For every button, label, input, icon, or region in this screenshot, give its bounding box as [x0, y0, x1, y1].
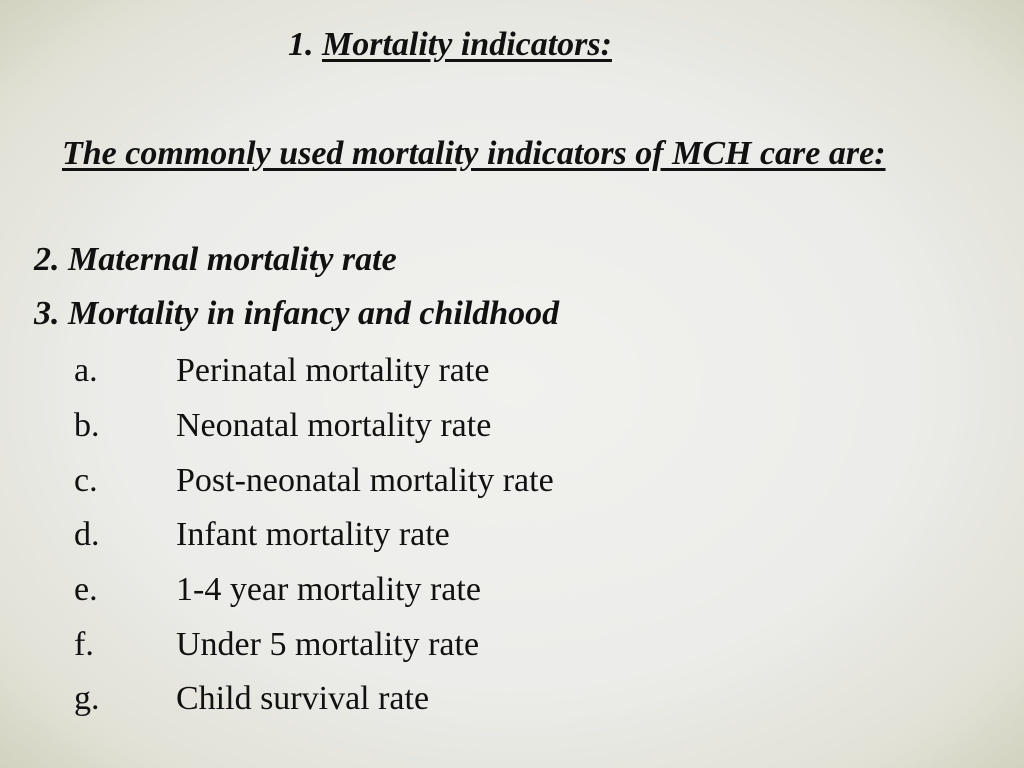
list-item-letter: f. [74, 625, 94, 663]
list-item-text: Infant mortality rate [176, 516, 450, 554]
list-item-letter: e. [74, 571, 98, 609]
title-number: 1. [288, 26, 314, 63]
list-item: f. Under 5 mortality rate [74, 617, 554, 672]
list-item: b. Neonatal mortality rate [74, 399, 554, 454]
list-item-letter: g. [74, 680, 100, 718]
list-item-letter: d. [74, 516, 100, 554]
numbered-item-maternal: 2. Maternal mortality rate [34, 241, 397, 279]
numbered-item-text: Mortality in infancy and childhood [68, 295, 560, 332]
slide-title: 1. Mortality indicators: [288, 26, 612, 64]
numbered-item-text: Maternal mortality rate [68, 241, 397, 278]
list-item-letter: c. [74, 461, 98, 499]
numbered-item-number: 2. [34, 241, 60, 278]
title-text: Mortality indicators: [322, 26, 612, 63]
sub-item-list: a. Perinatal mortality rate b. Neonatal … [74, 344, 554, 727]
list-item-text: Post-neonatal mortality rate [176, 461, 554, 499]
intro-text: The commonly used mortality indicators o… [62, 135, 886, 172]
list-item-text: Neonatal mortality rate [176, 407, 492, 445]
numbered-item-number: 3. [34, 295, 60, 332]
list-item: e. 1-4 year mortality rate [74, 563, 554, 618]
list-item: c. Post-neonatal mortality rate [74, 453, 554, 508]
list-item: a. Perinatal mortality rate [74, 344, 554, 399]
list-item-letter: a. [74, 352, 98, 390]
list-item-text: Perinatal mortality rate [176, 352, 490, 390]
numbered-item-infancy: 3. Mortality in infancy and childhood [34, 295, 559, 333]
list-item-letter: b. [74, 407, 100, 445]
list-item-text: Under 5 mortality rate [176, 625, 480, 663]
list-item-text: Child survival rate [176, 680, 430, 718]
list-item: g. Child survival rate [74, 672, 554, 727]
list-item-text: 1-4 year mortality rate [176, 571, 481, 609]
list-item: d. Infant mortality rate [74, 508, 554, 563]
